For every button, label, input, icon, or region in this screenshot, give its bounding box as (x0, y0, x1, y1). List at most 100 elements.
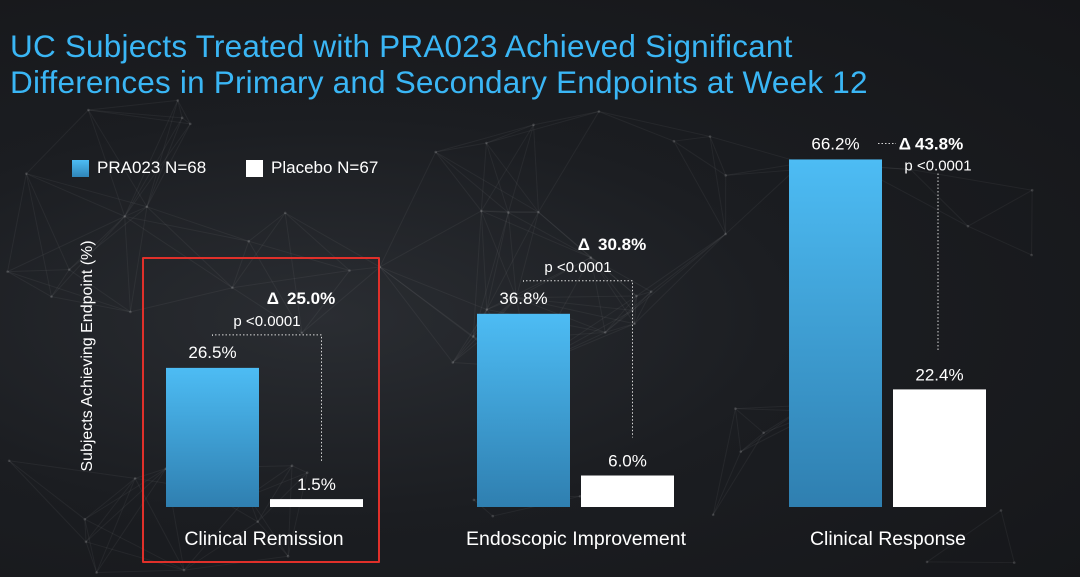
background-network-node (176, 99, 180, 102)
background-network-node (472, 498, 476, 502)
background-network-line (287, 472, 308, 557)
background-network-line (7, 271, 131, 313)
background-network-line (146, 117, 183, 207)
background-network-node (95, 571, 98, 574)
background-network-node (50, 295, 53, 298)
delta-value-clinical-remission: 25.0% (287, 289, 335, 308)
background-network-line (257, 465, 293, 522)
background-network-line (538, 211, 637, 297)
background-network-node (180, 116, 184, 120)
background-network-node (507, 211, 510, 214)
background-network-line (590, 257, 652, 293)
background-network-line (85, 468, 167, 543)
background-network-line (538, 211, 592, 258)
data-label-pra023-clinical-response: 66.2% (811, 134, 859, 153)
background-network-line (480, 142, 487, 211)
background-network-line (480, 210, 488, 310)
background-network-line (85, 478, 136, 543)
background-network-node (305, 471, 309, 474)
delta-connector-clinical-remission (212, 334, 322, 462)
background-network-node (133, 477, 137, 480)
bar-placebo-clinical-response (893, 389, 986, 507)
background-network-node (597, 110, 601, 113)
background-network-line (673, 136, 711, 142)
background-network-line (486, 297, 517, 311)
background-network-node (762, 431, 765, 435)
background-network-line (712, 432, 765, 516)
background-network-node (724, 232, 727, 236)
background-network-line (124, 123, 191, 217)
p-value-endoscopic-improvement: p <0.0001 (544, 259, 611, 276)
background-network-line (68, 206, 148, 271)
background-network-line (481, 210, 592, 259)
bar-placebo-endoscopic-improvement (581, 475, 674, 507)
background-network-line (88, 109, 183, 119)
x-tick-label-clinical-response: Clinical Response (810, 528, 966, 550)
background-network-line (605, 323, 635, 333)
background-network-line (84, 468, 167, 520)
background-network-node (188, 122, 192, 126)
legend-label-placebo: Placebo N=67 (271, 158, 379, 177)
background-network-line (379, 266, 454, 363)
background-network-line (516, 295, 637, 299)
background-network-line (134, 468, 167, 479)
background-network-node (578, 494, 582, 498)
background-network-node (348, 269, 351, 272)
background-network-line (177, 100, 191, 125)
background-network-line (85, 541, 98, 573)
background-network-node (589, 256, 593, 259)
background-network-line (650, 233, 726, 293)
background-network-line (51, 216, 126, 297)
background-network-node (290, 464, 294, 467)
background-network-node (925, 560, 929, 564)
background-network-line (632, 310, 635, 324)
background-network-node (491, 514, 495, 518)
background-network-line (124, 100, 179, 217)
background-network-line (25, 109, 89, 175)
background-network-node (283, 211, 287, 215)
background-network-line (507, 124, 535, 213)
background-network-node (649, 290, 653, 293)
background-network-line (257, 521, 289, 557)
background-network-line (9, 460, 136, 479)
background-network-line (485, 142, 539, 213)
legend-label-pra023: PRA023 N=68 (97, 158, 207, 177)
data-label-placebo-clinical-response: 22.4% (915, 365, 963, 384)
background-network-line (291, 465, 308, 474)
background-network-line (927, 561, 1015, 564)
background-network-line (673, 140, 726, 176)
background-network-line (51, 269, 70, 297)
background-network-line (967, 225, 1032, 256)
background-network-line (25, 173, 70, 270)
background-network-line (51, 296, 131, 313)
background-network-line (481, 210, 539, 213)
background-network-node (708, 135, 712, 138)
background-network-node (87, 108, 90, 112)
data-label-pra023-endoscopic-improvement: 36.8% (499, 289, 547, 308)
background-network-line (472, 210, 482, 337)
background-network-line (486, 212, 509, 310)
bar-pra023-clinical-remission (166, 367, 259, 507)
background-network-node (286, 554, 290, 558)
background-network-line (84, 519, 98, 573)
background-network-line (485, 142, 509, 213)
p-value-clinical-remission: p <0.0001 (233, 313, 300, 330)
delta-symbol-clinical-response: Δ (899, 134, 911, 153)
background-network-line (7, 269, 70, 273)
background-network-line (84, 477, 136, 520)
background-network-line (8, 460, 86, 520)
background-network-node (434, 150, 437, 154)
background-network-node (480, 209, 483, 213)
background-network-line (910, 169, 969, 227)
background-network-node (631, 309, 634, 312)
background-network-node (123, 215, 127, 218)
background-network-line (124, 216, 131, 312)
background-network-line (379, 266, 474, 337)
background-network-node (1030, 253, 1033, 257)
background-network-line (633, 295, 638, 324)
clinical-remission-highlight-box (142, 257, 380, 563)
background-network-line (284, 212, 350, 271)
background-network-node (145, 205, 149, 209)
background-network-line (379, 151, 437, 268)
background-network-line (124, 206, 148, 217)
